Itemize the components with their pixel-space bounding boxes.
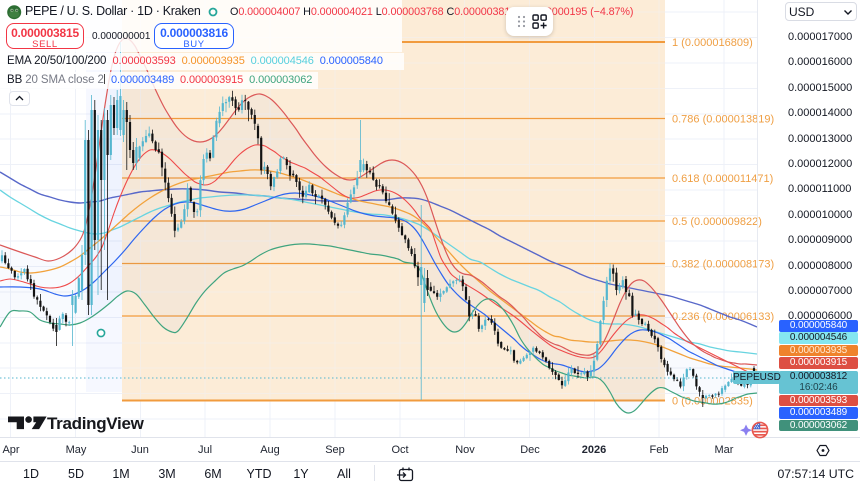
svg-text:0.786 (0.000013819): 0.786 (0.000013819) [672, 113, 774, 125]
svg-text:0 (0.000002835): 0 (0.000002835) [672, 395, 753, 407]
svg-text:0.382 (0.000008173): 0.382 (0.000008173) [672, 258, 774, 270]
svg-text:1 (0.000016809): 1 (0.000016809) [672, 37, 753, 49]
svg-text:0.5 (0.000009822): 0.5 (0.000009822) [672, 216, 762, 228]
svg-text:0.236 (0.000006133): 0.236 (0.000006133) [672, 311, 774, 323]
svg-text:0.618 (0.000011471): 0.618 (0.000011471) [672, 173, 773, 185]
